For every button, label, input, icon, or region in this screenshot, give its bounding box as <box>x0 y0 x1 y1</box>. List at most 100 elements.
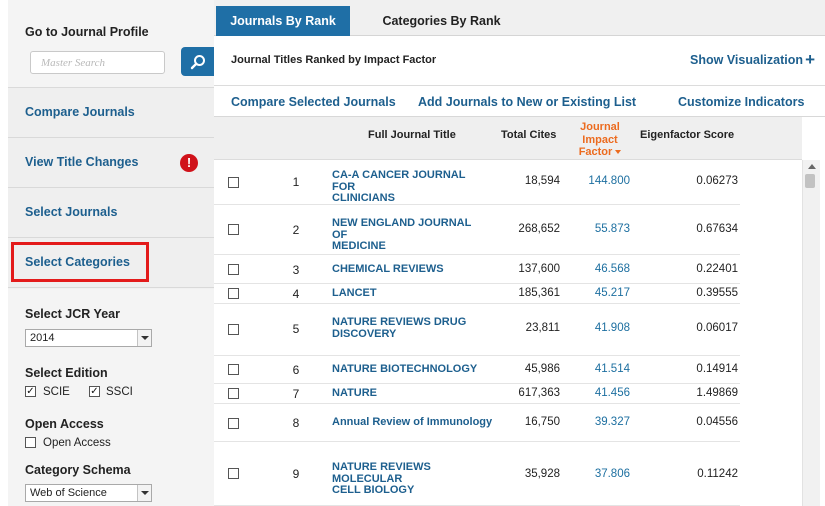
row-checkbox[interactable] <box>228 177 239 188</box>
row-checkbox[interactable] <box>228 468 239 479</box>
chevron-down-icon <box>137 330 151 346</box>
sidebar-item-compare-journals[interactable]: Compare Journals <box>8 88 214 138</box>
journal-table: Full Journal Title Total Cites Journal I… <box>214 117 825 506</box>
row-impact-factor[interactable]: 39.327 <box>594 416 630 428</box>
row-checkbox[interactable] <box>228 288 239 299</box>
journal-profile-panel: Go to Journal Profile <box>8 0 214 88</box>
search-button[interactable] <box>181 47 214 76</box>
tab-journals-by-rank[interactable]: Journals By Rank <box>216 6 350 36</box>
open-access-option-label: Open Access <box>43 437 111 449</box>
row-checkbox[interactable] <box>228 418 239 429</box>
scie-checkbox[interactable]: ✓ <box>25 386 36 397</box>
jcr-year-label: Select JCR Year <box>25 307 120 321</box>
sidebar-item-label: View Title Changes <box>25 155 139 169</box>
compare-selected-journals-link[interactable]: Compare Selected Journals <box>231 95 396 109</box>
open-access-checkbox[interactable] <box>25 437 36 448</box>
sidebar: Go to Journal Profile Compare Journals V… <box>8 0 214 506</box>
journal-profile-title: Go to Journal Profile <box>25 25 149 39</box>
alert-icon: ! <box>180 154 198 172</box>
category-schema-label: Category Schema <box>25 463 131 477</box>
open-access-label: Open Access <box>25 417 104 431</box>
column-header-impact-factor[interactable]: Journal Impact Factor <box>575 121 625 159</box>
row-total-cites: 45,986 <box>524 363 560 375</box>
table-row: 6 NATURE BIOTECHNOLOGY 45,986 41.514 0.1… <box>214 356 740 384</box>
row-checkbox[interactable] <box>228 324 239 335</box>
row-eigenfactor: 0.04556 <box>696 416 738 428</box>
scroll-up-arrow-icon[interactable] <box>808 164 816 169</box>
sidebar-item-view-title-changes[interactable]: View Title Changes ! <box>8 138 214 188</box>
table-row: 1 CA-A CANCER JOURNAL FOR CLINICIANS 18,… <box>214 160 740 205</box>
table-title: Journal Titles Ranked by Impact Factor <box>231 54 437 66</box>
row-total-cites: 35,928 <box>524 468 560 480</box>
sidebar-item-label: Select Categories <box>25 255 130 269</box>
row-eigenfactor: 0.39555 <box>696 287 738 299</box>
journal-title-line-1: NATURE REVIEWS MOLECULAR <box>332 461 431 485</box>
action-bar: Compare Selected Journals Add Journals t… <box>214 87 825 117</box>
row-total-cites: 185,361 <box>518 287 560 299</box>
journal-title-line-1: NATURE REVIEWS DRUG <box>332 316 467 328</box>
row-impact-factor[interactable]: 41.456 <box>594 387 630 399</box>
jcr-year-select[interactable]: 2014 <box>25 329 152 347</box>
table-row: 8 Annual Review of Immunology 16,750 39.… <box>214 404 740 442</box>
table-header: Full Journal Title Total Cites Journal I… <box>214 117 802 160</box>
journal-title-link[interactable]: NEW ENGLAND JOURNAL OF MEDICINE <box>332 217 482 253</box>
journal-title-link[interactable]: LANCET <box>332 287 377 299</box>
journal-title-link[interactable]: CA-A CANCER JOURNAL FOR CLINICIANS <box>332 169 482 205</box>
row-impact-factor[interactable]: 144.800 <box>588 175 630 187</box>
column-header-eigenfactor[interactable]: Eigenfactor Score <box>640 129 735 141</box>
row-rank: 8 <box>292 416 300 430</box>
row-checkbox[interactable] <box>228 388 239 399</box>
column-header-impact-factor-line-2: Impact <box>582 133 618 146</box>
row-impact-factor[interactable]: 37.806 <box>594 468 630 480</box>
column-header-title[interactable]: Full Journal Title <box>368 129 456 141</box>
row-rank: 4 <box>292 287 300 301</box>
edition-label: Select Edition <box>25 366 108 380</box>
sidebar-item-label: Select Journals <box>25 205 118 219</box>
journal-title-line-2: CELL BIOLOGY <box>332 484 415 496</box>
chevron-down-icon <box>137 485 151 501</box>
row-eigenfactor: 0.22401 <box>696 263 738 275</box>
category-schema-select[interactable]: Web of Science <box>25 484 152 502</box>
row-impact-factor[interactable]: 45.217 <box>594 287 630 299</box>
row-total-cites: 268,652 <box>518 223 560 235</box>
row-checkbox[interactable] <box>228 264 239 275</box>
plus-icon[interactable]: + <box>805 50 815 69</box>
journal-title-line-2: DISCOVERY <box>332 327 397 340</box>
sidebar-item-label: Compare Journals <box>25 105 135 119</box>
row-checkbox[interactable] <box>228 364 239 375</box>
journal-title-line-2: CLINICIANS <box>332 192 395 204</box>
table-scrollbar[interactable] <box>802 160 820 506</box>
scie-label: SCIE <box>43 386 70 398</box>
table-row: 9 NATURE REVIEWS MOLECULAR CELL BIOLOGY … <box>214 442 740 506</box>
row-checkbox[interactable] <box>228 224 239 235</box>
column-header-total-cites[interactable]: Total Cites <box>501 129 557 141</box>
journal-title-link[interactable]: NATURE <box>332 387 378 399</box>
row-total-cites: 23,811 <box>525 322 560 334</box>
row-eigenfactor: 0.06017 <box>696 322 738 334</box>
master-search-input[interactable] <box>30 51 165 74</box>
add-journals-link[interactable]: Add Journals to New or Existing List <box>418 95 637 109</box>
row-impact-factor[interactable]: 46.568 <box>594 263 630 275</box>
journal-title-link[interactable]: NATURE BIOTECHNOLOGY <box>332 363 478 375</box>
ssci-checkbox[interactable]: ✓ <box>89 386 100 397</box>
table-row: 4 LANCET 185,361 45.217 0.39555 <box>214 284 740 304</box>
table-row: 3 CHEMICAL REVIEWS 137,600 46.568 0.2240… <box>214 255 740 284</box>
journal-title-link[interactable]: NATURE REVIEWS DRUG DISCOVERY <box>332 316 482 340</box>
show-visualization-link[interactable]: Show Visualization <box>690 53 803 67</box>
tab-categories-by-rank[interactable]: Categories By Rank <box>382 14 501 28</box>
table-row: 7 NATURE 617,363 41.456 1.49869 <box>214 384 740 404</box>
row-impact-factor[interactable]: 41.514 <box>594 363 630 375</box>
table-row: 2 NEW ENGLAND JOURNAL OF MEDICINE 268,65… <box>214 205 740 255</box>
journal-title-link[interactable]: Annual Review of Immunology <box>332 416 493 428</box>
journal-title-line-1: NEW ENGLAND JOURNAL OF <box>332 217 472 241</box>
sidebar-item-select-journals[interactable]: Select Journals <box>8 188 214 238</box>
sidebar-item-select-categories[interactable]: Select Categories <box>8 238 214 288</box>
customize-indicators-link[interactable]: Customize Indicators <box>678 95 805 109</box>
row-eigenfactor: 0.06273 <box>696 175 738 187</box>
row-impact-factor[interactable]: 41.908 <box>594 322 630 334</box>
journal-title-link[interactable]: NATURE REVIEWS MOLECULAR CELL BIOLOGY <box>332 461 482 497</box>
scroll-thumb[interactable] <box>805 174 815 188</box>
row-impact-factor[interactable]: 55.873 <box>594 223 630 235</box>
journal-title-line-1: CA-A CANCER JOURNAL FOR <box>332 169 466 193</box>
journal-title-link[interactable]: CHEMICAL REVIEWS <box>332 263 444 275</box>
